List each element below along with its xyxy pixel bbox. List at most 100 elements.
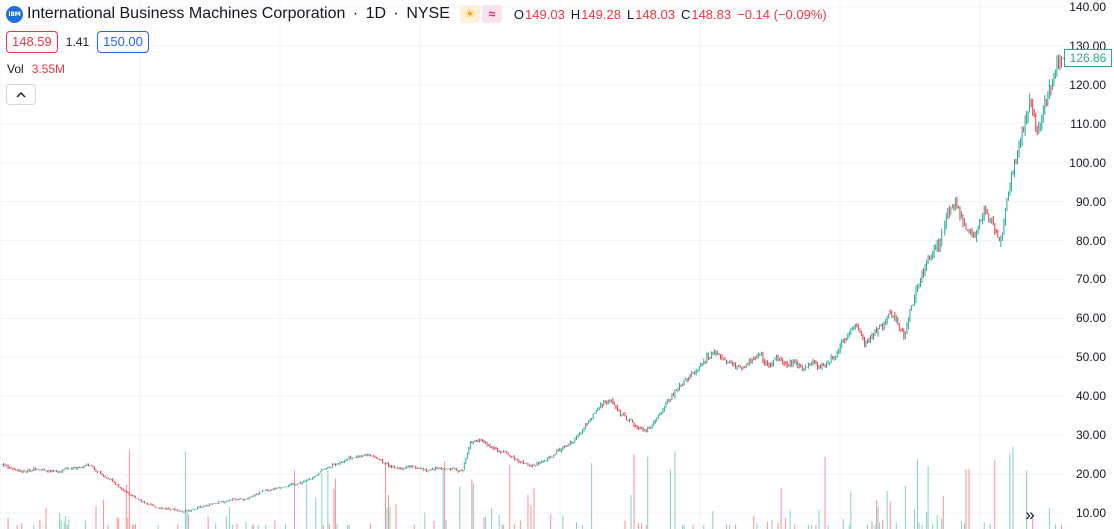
volume-bar [251, 524, 253, 529]
volume-bar [876, 500, 878, 529]
volume-bar [483, 517, 485, 529]
volume-bar [131, 524, 133, 529]
volume-bar [472, 483, 474, 529]
scroll-to-realtime-button[interactable]: » [1018, 504, 1042, 526]
volume-bar [729, 524, 731, 529]
volume-bar [157, 524, 159, 529]
volume-bar [433, 521, 435, 529]
volume-legend: Vol 3.55M [7, 62, 65, 76]
volume-bar [965, 469, 967, 529]
sell-button[interactable]: 148.59 [6, 31, 58, 53]
buy-button[interactable]: 150.00 [97, 31, 149, 53]
volume-bar [333, 488, 335, 529]
volume-bar [245, 521, 247, 529]
volume-bar [879, 522, 881, 529]
price-change: −0.14 (−0.09%) [737, 6, 827, 22]
volume-bar [459, 486, 461, 529]
volume-bar [703, 524, 705, 529]
volume-bar [963, 523, 965, 529]
volume-bar [756, 523, 758, 529]
volume-bar [889, 501, 891, 529]
volume-bar [228, 506, 230, 529]
volume-bar [789, 510, 791, 529]
volume-bar [941, 518, 943, 529]
chart-grid [0, 0, 1065, 529]
volume-bar [7, 517, 9, 529]
sun-icon[interactable]: ☀ [459, 5, 480, 23]
volume-bar [63, 521, 65, 529]
price-axis-tick: 20.00 [1075, 467, 1106, 482]
volume-bar [874, 524, 876, 529]
volume-bar [16, 524, 18, 529]
volume-bar [334, 478, 336, 529]
volume-bar [65, 515, 67, 529]
volume-bar [827, 524, 829, 529]
volume-bar [562, 515, 564, 529]
volume-bar [265, 525, 267, 529]
volume-bar [1026, 470, 1028, 529]
volume-bar [777, 522, 779, 529]
volume-bar [780, 488, 782, 529]
volume-bar [315, 497, 317, 529]
volume-bar [726, 524, 728, 529]
volume-bar [118, 517, 120, 529]
volume-bar [735, 524, 737, 529]
volume-bar [624, 520, 626, 529]
volume-bar [753, 515, 755, 529]
volume-bar [442, 470, 444, 529]
volume-bar [895, 522, 897, 529]
volume-bar [389, 506, 391, 529]
price-axis-tick: 40.00 [1075, 389, 1106, 404]
spread-value: 1.41 [65, 35, 90, 49]
volume-bar [348, 524, 350, 529]
separator: · [393, 5, 399, 22]
volume-bar [913, 509, 915, 529]
volume-bar [133, 524, 135, 529]
volume-bar [641, 523, 643, 529]
volume-bar [882, 520, 884, 529]
ohlc-close: C148.83 [680, 6, 732, 22]
volume-bar [445, 519, 447, 529]
volume-bar [107, 524, 109, 529]
exchange-label: NYSE [406, 5, 450, 22]
volume-bar [491, 507, 493, 529]
volume-bar [989, 523, 991, 529]
volume-bar [184, 451, 186, 529]
volume-bar [519, 520, 521, 529]
volume-bar [1012, 446, 1014, 529]
ohlc-low: L148.03 [626, 6, 675, 22]
volume-bar [257, 524, 259, 529]
volume-bar [45, 507, 47, 529]
volume-bar [116, 517, 118, 529]
volume-bar [347, 524, 349, 529]
symbol-title[interactable]: International Business Machines Corporat… [27, 5, 450, 23]
price-axis-tick: 100.00 [1069, 155, 1106, 170]
volume-bar [388, 494, 390, 529]
volume-bar [886, 490, 888, 529]
volume-bar [824, 456, 826, 529]
volume-bar [550, 514, 552, 529]
volume-bar [766, 521, 768, 529]
volume-bar [771, 520, 773, 529]
volume-bar [125, 484, 127, 529]
collapse-legend-button[interactable] [6, 84, 36, 105]
volume-bar [503, 524, 505, 529]
volume-bar [785, 518, 787, 529]
price-axis-tick: 110.00 [1070, 116, 1106, 131]
volume-bar [1048, 508, 1050, 529]
volume-bar [692, 524, 694, 529]
volume-bar [983, 522, 985, 529]
volume-bar [638, 523, 640, 529]
volume-bar [794, 524, 796, 529]
volume-bar [66, 524, 68, 529]
volume-bar [968, 468, 970, 529]
chevron-up-icon [16, 92, 26, 98]
last-price-label: 126.86 [1064, 49, 1112, 68]
volume-bar [871, 521, 873, 529]
volume-bar [321, 473, 323, 529]
wave-icon[interactable]: ≈ [481, 5, 502, 23]
separator: · [352, 5, 359, 22]
volume-bar [95, 505, 97, 529]
volume-bar [501, 524, 503, 529]
